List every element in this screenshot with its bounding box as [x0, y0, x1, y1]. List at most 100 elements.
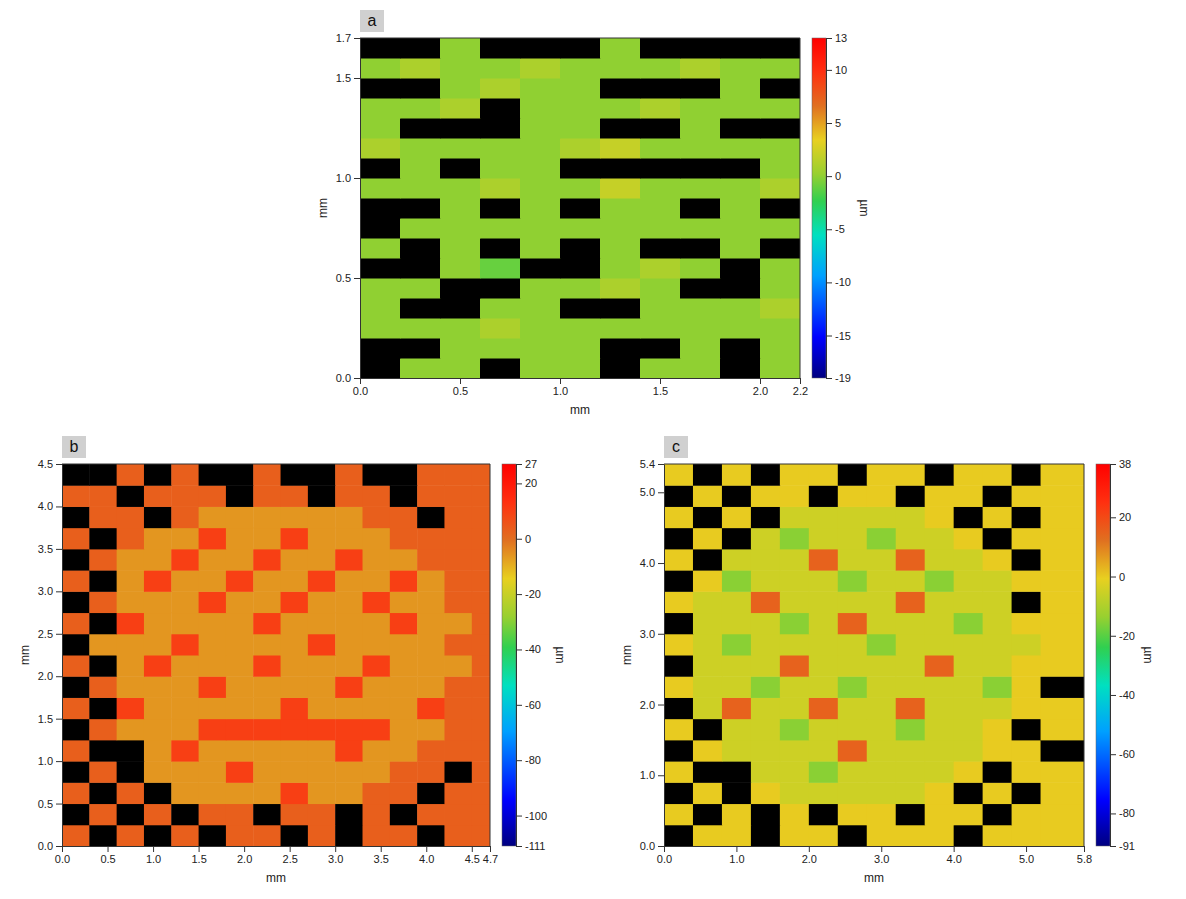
heat-cell [560, 298, 601, 319]
heat-cell [144, 719, 172, 741]
heat-cell [417, 485, 445, 507]
tick-mark [658, 846, 664, 847]
heat-cell [640, 218, 681, 239]
heat-cell [62, 825, 90, 846]
tick-label: 4.0 [419, 853, 434, 865]
heat-cell [954, 782, 983, 804]
heat-cell [1012, 676, 1041, 698]
heat-cell [760, 338, 800, 359]
heat-cell [417, 464, 445, 486]
colorbar-axis-line [516, 465, 517, 847]
heat-cell [751, 782, 780, 804]
heat-cell [308, 528, 336, 550]
heat-cell [1012, 655, 1041, 677]
heat-cell [640, 138, 681, 159]
heat-cell [760, 98, 800, 119]
heat-cell [1012, 549, 1041, 571]
heat-cell [809, 676, 838, 698]
heat-cell [751, 634, 780, 656]
heat-cell [600, 238, 641, 259]
heat-cell [89, 655, 117, 677]
heat-cell [363, 804, 391, 826]
heat-cell [867, 719, 896, 741]
heat-cell [560, 198, 601, 219]
heat-cell [472, 570, 490, 592]
heat-cell [983, 634, 1012, 656]
heat-cell [417, 591, 445, 613]
heat-cell [117, 506, 145, 528]
colorbar-axis: 131050-5-10-15-19 [826, 32, 851, 384]
heat-cell [363, 676, 391, 698]
heat-cell [281, 528, 309, 550]
x-axis-tick: 1.0 [729, 846, 744, 865]
heat-cell [480, 298, 521, 319]
tick-label: 0.5 [38, 798, 53, 810]
heat-cell [89, 676, 117, 698]
colorbar-ramp [1096, 464, 1110, 846]
heat-cell [171, 804, 199, 826]
tick-label: 0.5 [100, 853, 115, 865]
heat-cell [171, 613, 199, 635]
tick-label: 1.0 [640, 769, 655, 781]
heat-cell [838, 591, 867, 613]
heat-cell [520, 258, 561, 279]
heat-cell [896, 485, 925, 507]
heat-cell [520, 58, 561, 79]
heat-cell [720, 278, 761, 299]
heat-cell [480, 98, 521, 119]
heat-cell [472, 485, 490, 507]
heat-cell [363, 613, 391, 635]
tick-mark [516, 539, 522, 540]
heat-cell [89, 697, 117, 719]
heat-cell [520, 118, 561, 139]
heat-cell [89, 613, 117, 635]
tick-mark [335, 846, 336, 852]
heat-cell [390, 506, 418, 528]
heatmap-cells [360, 38, 800, 378]
heat-cell [720, 178, 761, 199]
heat-cell [472, 782, 490, 804]
heat-cell [144, 804, 172, 826]
tick-label: 1.0 [38, 755, 53, 767]
heatmap-cells [62, 464, 490, 846]
heat-cell [390, 697, 418, 719]
heat-cell [838, 613, 867, 635]
heat-cell [226, 719, 254, 741]
heat-cell [896, 506, 925, 528]
heat-cell [720, 98, 761, 119]
heat-cell [954, 825, 983, 846]
colorbar-axis: 27200-20-40-60-80-100-111 [516, 458, 547, 852]
heat-cell [226, 804, 254, 826]
heat-cell [472, 655, 490, 677]
heat-cell [308, 634, 336, 656]
tick-mark [560, 378, 561, 384]
heat-cell [1012, 634, 1041, 656]
x-axis-tick: 1.0 [146, 846, 161, 865]
colorbar-axis-tick: -20 [516, 588, 541, 600]
heat-cell [308, 676, 336, 698]
heat-cell [335, 634, 363, 656]
heat-cell [444, 528, 472, 550]
heat-cell [1041, 655, 1084, 677]
heat-cell [335, 655, 363, 677]
heat-cell [720, 238, 761, 259]
heat-cell [171, 485, 199, 507]
heat-cell [390, 740, 418, 762]
heat-cell [925, 740, 954, 762]
heat-cell [809, 719, 838, 741]
tick-mark [1110, 695, 1116, 696]
heat-cell [693, 464, 722, 486]
heat-cell [400, 198, 441, 219]
heat-cell [253, 761, 281, 783]
tick-mark [56, 591, 62, 592]
tick-label: 20 [525, 477, 537, 489]
tick-label: 4.0 [38, 500, 53, 512]
figure: 0.00.51.01.52.02.20.00.51.01.51.7mmmma13… [0, 0, 1186, 899]
heat-cell [281, 570, 309, 592]
heat-cell [809, 528, 838, 550]
heat-cell [780, 570, 809, 592]
heat-cell [226, 634, 254, 656]
heat-cell [896, 676, 925, 698]
heat-cell [335, 570, 363, 592]
heat-cell [693, 655, 722, 677]
